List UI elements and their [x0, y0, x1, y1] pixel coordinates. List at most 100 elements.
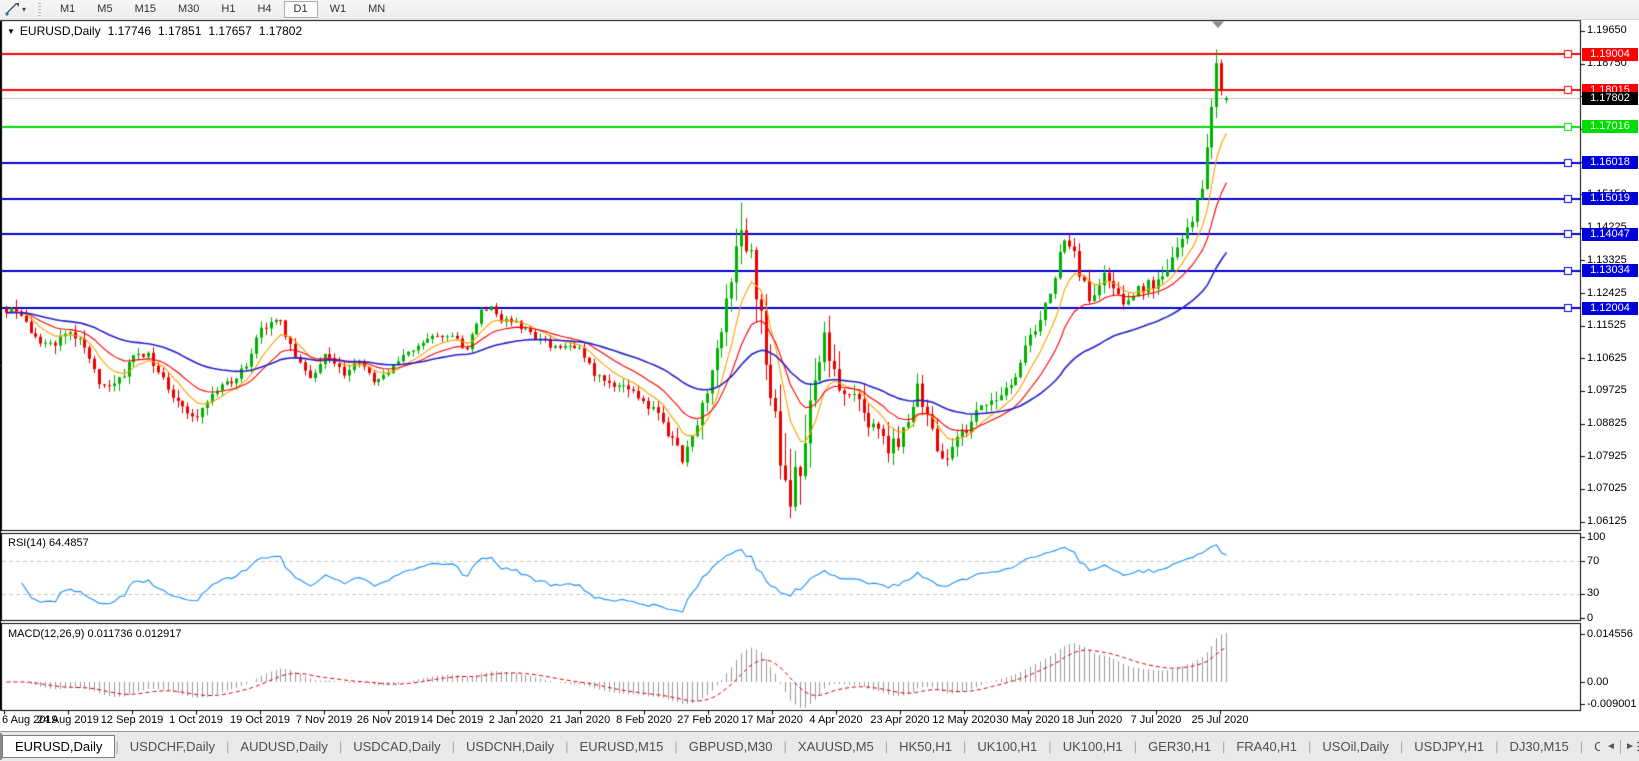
tab-scroll-left-button[interactable]: ◄	[1606, 741, 1616, 752]
chart-tab-usdcnh-daily[interactable]: USDCNH,Daily	[466, 739, 555, 754]
chart-tab-dj30-m15[interactable]: DJ30,M15	[1509, 739, 1569, 754]
price-tick-label: 1.13325	[1587, 253, 1627, 266]
date-tick-label: 14 Dec 2019	[420, 714, 484, 726]
tab-separator: |	[1308, 739, 1312, 754]
tab-scroll-right-button[interactable]: ►	[1625, 741, 1635, 752]
date-tick-label: 1 Oct 2019	[169, 714, 223, 726]
tab-separator: |	[884, 739, 889, 754]
collapse-chart-icon[interactable]: ▼	[7, 27, 15, 36]
price-tick-label: 1.14225	[1587, 222, 1627, 233]
chart-tab-usoil-daily[interactable]: USOil,Daily	[1322, 739, 1389, 754]
price-level-badge: 1.13034	[1582, 264, 1638, 278]
chart-tab-uk100-h1[interactable]: UK100,H1	[1062, 739, 1123, 754]
tab-separator: |	[1579, 739, 1584, 754]
tab-separator: |	[115, 739, 119, 754]
price-tick-label: 1.07025	[1587, 482, 1627, 495]
price-level-badge: 1.19004	[1582, 47, 1638, 61]
chart-tab-audusd-daily[interactable]: AUDUSD,Daily	[240, 739, 328, 754]
price-tick-label: 1.09725	[1587, 384, 1627, 397]
chart-tab-uk100-h1[interactable]: UK100,H1	[977, 739, 1038, 754]
timeframe-button-m5[interactable]: M5	[97, 3, 113, 15]
macd-axis-label: -0.009001	[1587, 697, 1637, 710]
timeframe-button-m15[interactable]: M15	[134, 3, 156, 15]
toolbar-grip[interactable]	[38, 2, 42, 17]
rsi-label: RSI(14) 64.4857	[8, 537, 89, 549]
tab-scroll-arrows: ◄ ►	[1600, 732, 1637, 761]
timeframe-button-m1[interactable]: M1	[60, 3, 76, 15]
chart-title: ▼ EURUSD,Daily 1.17746 1.17851 1.17657 1.1780…	[7, 24, 302, 38]
price-tick-label: 1.18750	[1587, 57, 1627, 70]
price-tick-label: 1.10625	[1587, 351, 1627, 364]
macd-axis-label: 0.00	[1587, 675, 1609, 688]
date-tick-label: 30 May 2020	[996, 714, 1060, 726]
tab-separator: |	[1221, 739, 1226, 754]
crosshair-tool-icon[interactable]	[3, 2, 21, 17]
timeframe-toolbar: ▾ M1 M5 M15 M30 H1 H4 D1 W1 MN	[0, 0, 1639, 20]
rsi-axis-label: 0	[1587, 611, 1594, 624]
macd-label: MACD(12,26,9) 0.011736 0.012917	[8, 628, 182, 640]
price-tick-label: 1.11525	[1587, 319, 1626, 332]
price-tick-label: 1.07925	[1587, 449, 1627, 462]
tab-bar-left-edge	[0, 733, 2, 760]
tab-separator: |	[1495, 739, 1499, 754]
date-tick-label: 4 Apr 2020	[809, 714, 863, 726]
chart-tab-gbpusd-m30[interactable]: GBPUSD,M30	[688, 739, 773, 754]
ohlc-close: 1.17802	[258, 24, 303, 38]
chart-tab-fra40-h1[interactable]: FRA40,H1	[1236, 739, 1298, 754]
tab-separator: |	[226, 739, 230, 754]
tab-separator: |	[1399, 739, 1404, 754]
date-tick-label: 7 Jul 2020	[1130, 714, 1182, 726]
date-tick-label: 17 Mar 2020	[741, 714, 803, 726]
chart-tab-hk50-h1[interactable]: HK50,H1	[899, 739, 952, 754]
rsi-axis-label: 100	[1587, 530, 1606, 543]
date-tick-label: 27 Feb 2020	[677, 714, 739, 726]
chart-symbol-label: EURUSD,Daily	[19, 24, 101, 38]
timeframe-button-w1[interactable]: W1	[329, 3, 347, 15]
date-tick-label: 23 Apr 2020	[870, 714, 930, 726]
chart-tab-usdcad-daily[interactable]: USDCAD,Daily	[353, 739, 441, 754]
date-tick-label: 26 Nov 2019	[356, 714, 420, 726]
tab-separator: |	[338, 739, 343, 754]
rsi-axis-label: 70	[1587, 554, 1600, 567]
timeframe-button-mn[interactable]: MN	[368, 3, 386, 15]
price-tick-label: 1.19650	[1587, 24, 1627, 37]
tab-separator: |	[1133, 739, 1138, 754]
date-tick-label: 21 Jan 2020	[549, 714, 611, 726]
price-tick-label: 1.08825	[1587, 417, 1627, 430]
price-tick-label: 1.12425	[1587, 286, 1627, 299]
tab-separator: |	[783, 739, 787, 754]
date-tick-label: 7 Nov 2019	[295, 714, 353, 726]
tool-dropdown-caret-icon[interactable]: ▾	[22, 5, 27, 14]
chart-tab-usdjpy-h1[interactable]: USDJPY,H1	[1414, 739, 1485, 754]
chart-tab-eurusd-daily[interactable]: EURUSD,Daily	[2, 735, 116, 758]
date-tick-label: 6 Aug 2019	[2, 714, 58, 726]
chart-tabs: EURUSD,Daily | USDCHF,Daily | AUDUSD,Daily | U…	[2, 735, 1639, 758]
tab-separator: |	[962, 739, 967, 754]
ohlc-open: 1.17746	[107, 24, 151, 38]
date-tick-label: 12 May 2020	[932, 714, 996, 726]
price-level-badge: 1.17802	[1582, 91, 1638, 105]
chart-tab-ger30-h1[interactable]: GER30,H1	[1148, 739, 1211, 754]
date-tick-label: 25 Jul 2020	[1191, 714, 1249, 726]
chart-tab-eurusd-m15[interactable]: EURUSD,M15	[579, 739, 664, 754]
date-tick-label: 12 Sep 2019	[100, 714, 164, 726]
price-level-badge: 1.15019	[1582, 192, 1638, 206]
timeframe-buttons: M1 M5 M15 M30 H1 H4 D1 W1 MN	[49, 1, 396, 18]
timeframe-button-h1[interactable]: H1	[221, 3, 236, 15]
price-level-badge: 1.17016	[1582, 120, 1638, 133]
timeframe-button-d1[interactable]: D1	[283, 1, 318, 18]
timeframe-button-m30[interactable]: M30	[177, 3, 200, 15]
chart-tab-xauusd-m5[interactable]: XAUUSD,M5	[797, 739, 874, 754]
date-tick-label: 8 Feb 2020	[616, 714, 672, 726]
timeframe-button-h4[interactable]: H4	[257, 3, 272, 15]
tab-separator: |	[451, 739, 456, 754]
ohlc-low: 1.17657	[208, 24, 252, 38]
date-tick-label: 18 Jun 2020	[1061, 714, 1123, 726]
price-level-badge: 1.12004	[1582, 301, 1638, 315]
tab-separator: |	[1048, 739, 1052, 754]
date-tick-label: 19 Oct 2019	[230, 714, 290, 726]
chart-tab-usdchf-daily[interactable]: USDCHF,Daily	[129, 739, 216, 754]
price-level-badge: 1.16018	[1582, 156, 1638, 170]
price-level-badge: 1.14047	[1582, 227, 1638, 241]
